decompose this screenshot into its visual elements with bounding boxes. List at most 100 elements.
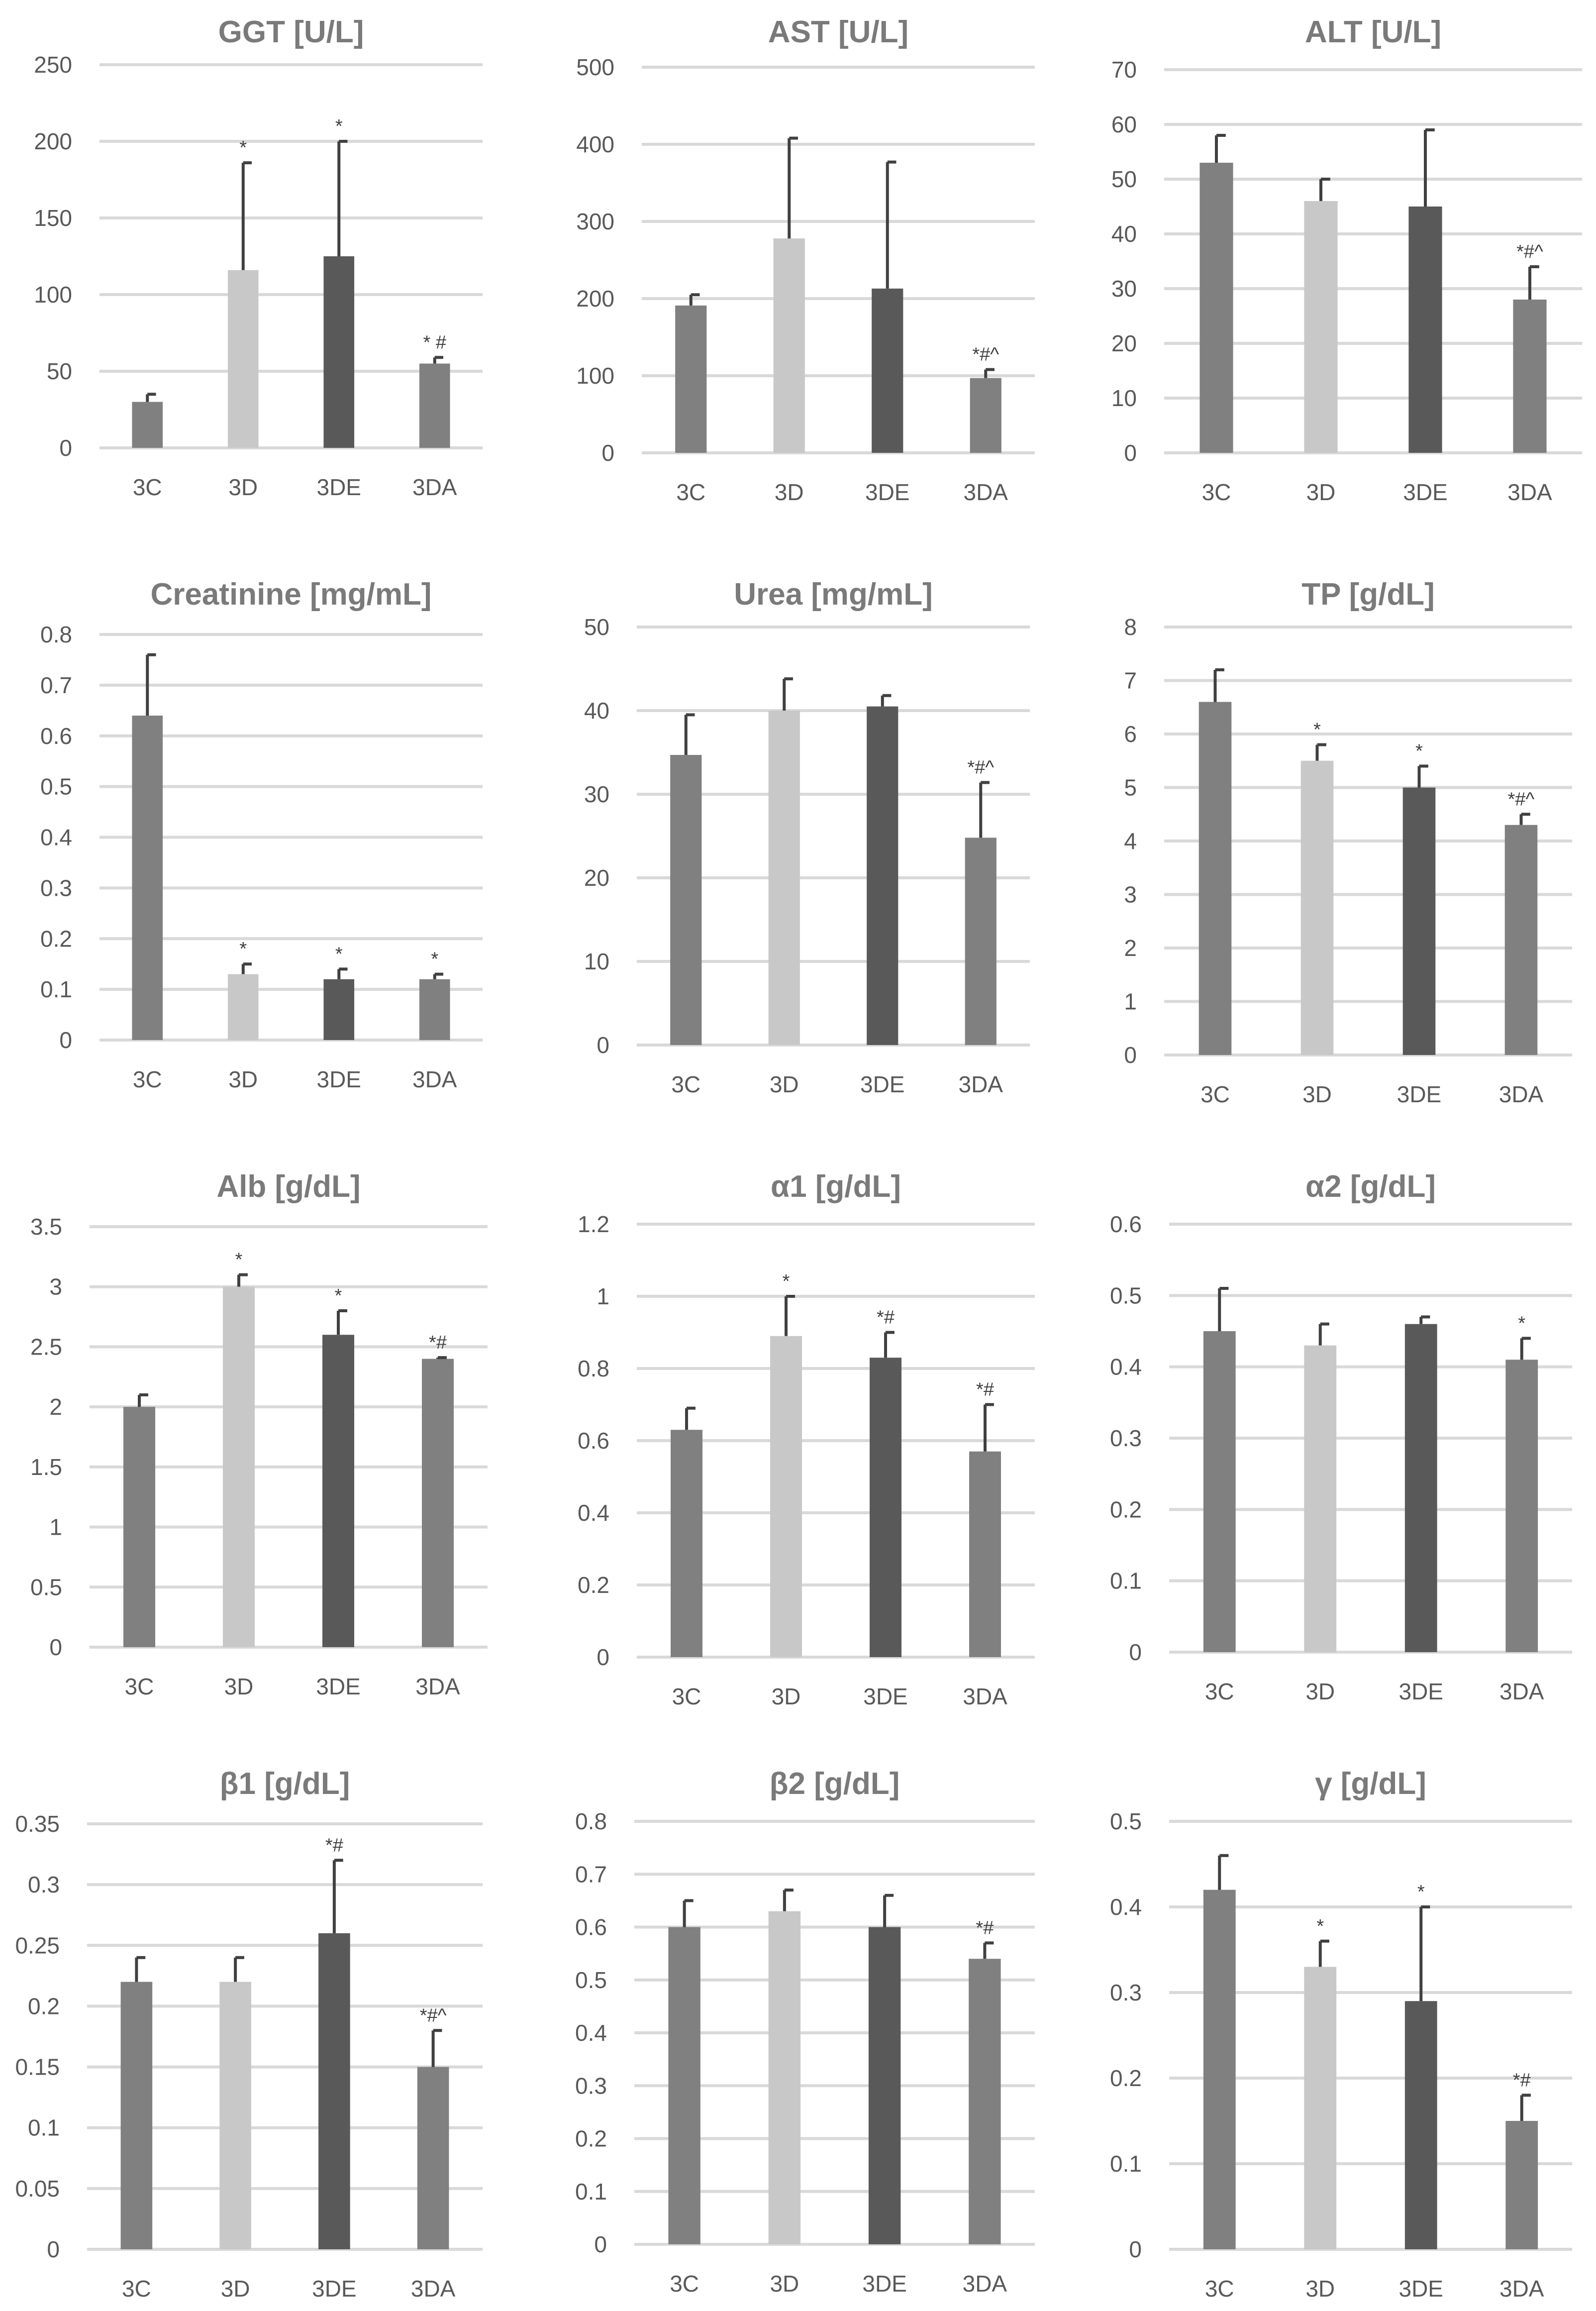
chart-svg: Urea [mg/mL] 0 10 20 30 40 50 3C 3D 3DE *#^ 3DA [584, 577, 1030, 1097]
bar [768, 711, 800, 1045]
chart-svg: Creatinine [mg/mL] 0 0.1 0.2 0.3 0.4 0.5 0.6 0.7… [40, 577, 483, 1092]
y-tick-label: 0.8 [40, 622, 72, 647]
bar [1402, 787, 1436, 1055]
chart-panel: TP [g/dL] 0 1 2 3 4 5 6 7 8 3C * 3D * 3DE *#^ 3DA [1075, 562, 1596, 1125]
bar [675, 305, 707, 453]
bar [872, 288, 903, 453]
x-category-label: 3DA [415, 1674, 460, 1699]
x-category-label: 3DE [312, 2276, 356, 2302]
significance-label: * [1518, 1313, 1525, 1334]
bar [1300, 760, 1334, 1055]
significance-label: * [1313, 720, 1321, 740]
y-tick-label: 0 [59, 1027, 72, 1053]
x-category-label: 3DE [1403, 479, 1447, 505]
y-tick-label: 1 [1124, 989, 1137, 1015]
significance-label: * [335, 1285, 342, 1306]
bar [1304, 1345, 1337, 1652]
bar [323, 979, 355, 1040]
y-tick-label: 0.4 [575, 2020, 607, 2046]
x-category-label: 3C [670, 2271, 699, 2297]
chart-panel: β2 [g/dL] 0 0.1 0.2 0.3 0.4 0.5 0.6 0.7 0.8 3C 3D 3D… [537, 1752, 1060, 2309]
bar [419, 979, 450, 1040]
chart-title: ALT [U/L] [1305, 15, 1441, 49]
y-tick-label: 20 [1111, 330, 1137, 356]
y-tick-label: 0 [1124, 1042, 1137, 1068]
significance-label: *# [429, 1332, 447, 1353]
bar [1304, 201, 1338, 453]
y-tick-label: 40 [584, 698, 609, 724]
y-tick-label: 20 [584, 865, 609, 891]
bar [123, 1407, 155, 1647]
bar [419, 363, 450, 448]
y-tick-label: 60 [1111, 111, 1137, 137]
y-tick-label: 0.5 [575, 1967, 607, 1993]
bar [770, 1336, 802, 1657]
x-category-label: 3C [1202, 479, 1231, 505]
significance-label: *# [976, 1917, 994, 1938]
x-category-label: 3D [772, 1683, 801, 1709]
chart-panel: γ [g/dL] 0 0.1 0.2 0.3 0.4 0.5 3C * 3D * 3DE *# 3DA [1075, 1752, 1596, 2309]
chart-panel: Urea [mg/mL] 0 10 20 30 40 50 3C 3D 3DE *#^ 3DA [537, 562, 1060, 1125]
chart-title: TP [g/dL] [1301, 577, 1434, 612]
x-category-label: 3C [133, 474, 162, 500]
x-category-label: 3C [1200, 1081, 1230, 1107]
y-tick-label: 50 [47, 358, 72, 384]
significance-label: *# [1513, 2070, 1531, 2091]
significance-label: *#^ [1508, 789, 1535, 810]
y-tick-label: 500 [576, 54, 614, 80]
significance-label: *#^ [420, 2005, 447, 2026]
x-category-label: 3DA [964, 479, 1008, 505]
bar [417, 2067, 449, 2249]
bar [1404, 1324, 1437, 1652]
y-tick-label: 6 [1124, 721, 1137, 747]
bar [318, 1933, 350, 2249]
bar [671, 1430, 702, 1657]
bar [1505, 1360, 1538, 1652]
chart-panel: α2 [g/dL] 0 0.1 0.2 0.3 0.4 0.5 0.6 3C 3D 3DE * 3DA [1075, 1155, 1596, 1717]
y-tick-label: 30 [584, 781, 609, 807]
bar [670, 755, 702, 1045]
y-tick-label: 3.5 [30, 1214, 62, 1240]
bar [970, 378, 1001, 453]
significance-label: * [431, 949, 438, 970]
chart-title: β1 [g/dL] [220, 1767, 350, 1801]
chart-panel: GGT [U/L] 0 50 100 150 200 250 3C * 3D * 3DE * # 3DA [0, 0, 502, 523]
x-category-label: 3DA [1499, 1679, 1544, 1704]
x-category-label: 3DE [1399, 1679, 1443, 1704]
x-category-label: 3D [1306, 479, 1336, 505]
significance-label: * [783, 1271, 790, 1292]
y-tick-label: 0 [59, 435, 72, 461]
chart-panel: Creatinine [mg/mL] 0 0.1 0.2 0.3 0.4 0.5 0.6 0.7… [0, 562, 502, 1125]
bar [668, 1927, 700, 2244]
x-category-label: 3D [770, 1071, 799, 1097]
y-tick-label: 0 [601, 440, 614, 466]
y-tick-label: 0.5 [30, 1574, 62, 1600]
y-tick-label: 300 [576, 209, 614, 234]
y-tick-label: 0.25 [15, 1932, 60, 1958]
y-tick-label: 0 [597, 1032, 609, 1058]
x-category-label: 3D [1305, 2276, 1335, 2302]
bar [1198, 702, 1232, 1055]
bar [422, 1359, 454, 1647]
bar [223, 1286, 255, 1647]
y-tick-label: 0.1 [40, 976, 72, 1002]
significance-label: *# [877, 1307, 895, 1328]
y-tick-label: 0.5 [1110, 1808, 1142, 1834]
x-category-label: 3D [224, 1674, 254, 1699]
chart-svg: γ [g/dL] 0 0.1 0.2 0.3 0.4 0.5 3C * 3D * 3DE *# 3DA [1110, 1767, 1572, 2302]
x-category-label: 3C [1205, 1679, 1234, 1704]
chart-svg: α2 [g/dL] 0 0.1 0.2 0.3 0.4 0.5 0.6 3C 3D 3DE * 3DA [1110, 1169, 1572, 1704]
x-category-label: 3C [122, 2276, 151, 2302]
y-tick-label: 0.2 [28, 1993, 60, 2019]
y-tick-label: 0 [47, 2236, 60, 2262]
bar [219, 1982, 251, 2249]
y-tick-label: 70 [1111, 57, 1137, 83]
y-tick-label: 0.1 [575, 2179, 607, 2205]
bar [227, 974, 259, 1040]
significance-label: * [1316, 1916, 1324, 1937]
significance-label: *# [325, 1835, 343, 1856]
y-tick-label: 0.2 [1110, 1496, 1142, 1522]
bar [868, 1927, 901, 2244]
y-tick-label: 0 [1129, 2236, 1142, 2262]
significance-label: * [335, 944, 343, 964]
